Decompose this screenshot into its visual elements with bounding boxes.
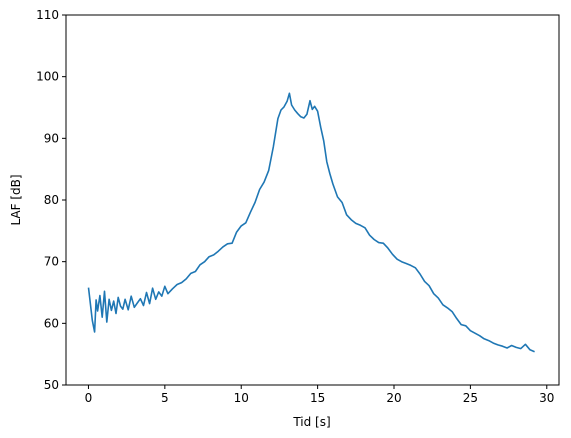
y-axis-label: LAF [dB]: [9, 174, 23, 225]
y-tick-label: 100: [36, 70, 59, 84]
x-tick-label: 20: [386, 391, 401, 405]
x-tick-label: 30: [539, 391, 554, 405]
y-tick-label: 110: [36, 8, 59, 22]
y-tick-label: 60: [44, 316, 59, 330]
x-tick-label: 5: [161, 391, 169, 405]
y-tick-label: 70: [44, 255, 59, 269]
x-tick-label: 15: [310, 391, 325, 405]
axes-frame: [65, 14, 560, 386]
plot-area: [65, 14, 560, 386]
y-tick-label: 80: [44, 193, 59, 207]
y-axis-ticks: 50 60 70 80 90 100 110: [36, 8, 66, 392]
series-layer: [87, 92, 535, 353]
y-tick-label: 50: [44, 378, 59, 392]
y-tick-label: 90: [44, 131, 59, 145]
series-line-0: [87, 92, 535, 353]
x-tick-label: 0: [85, 391, 93, 405]
x-tick-label: 10: [234, 391, 249, 405]
x-axis-label: Tid [s]: [292, 415, 330, 429]
x-tick-label: 25: [463, 391, 478, 405]
x-axis-ticks: 0 5 10 15 20 25 30: [85, 385, 554, 405]
